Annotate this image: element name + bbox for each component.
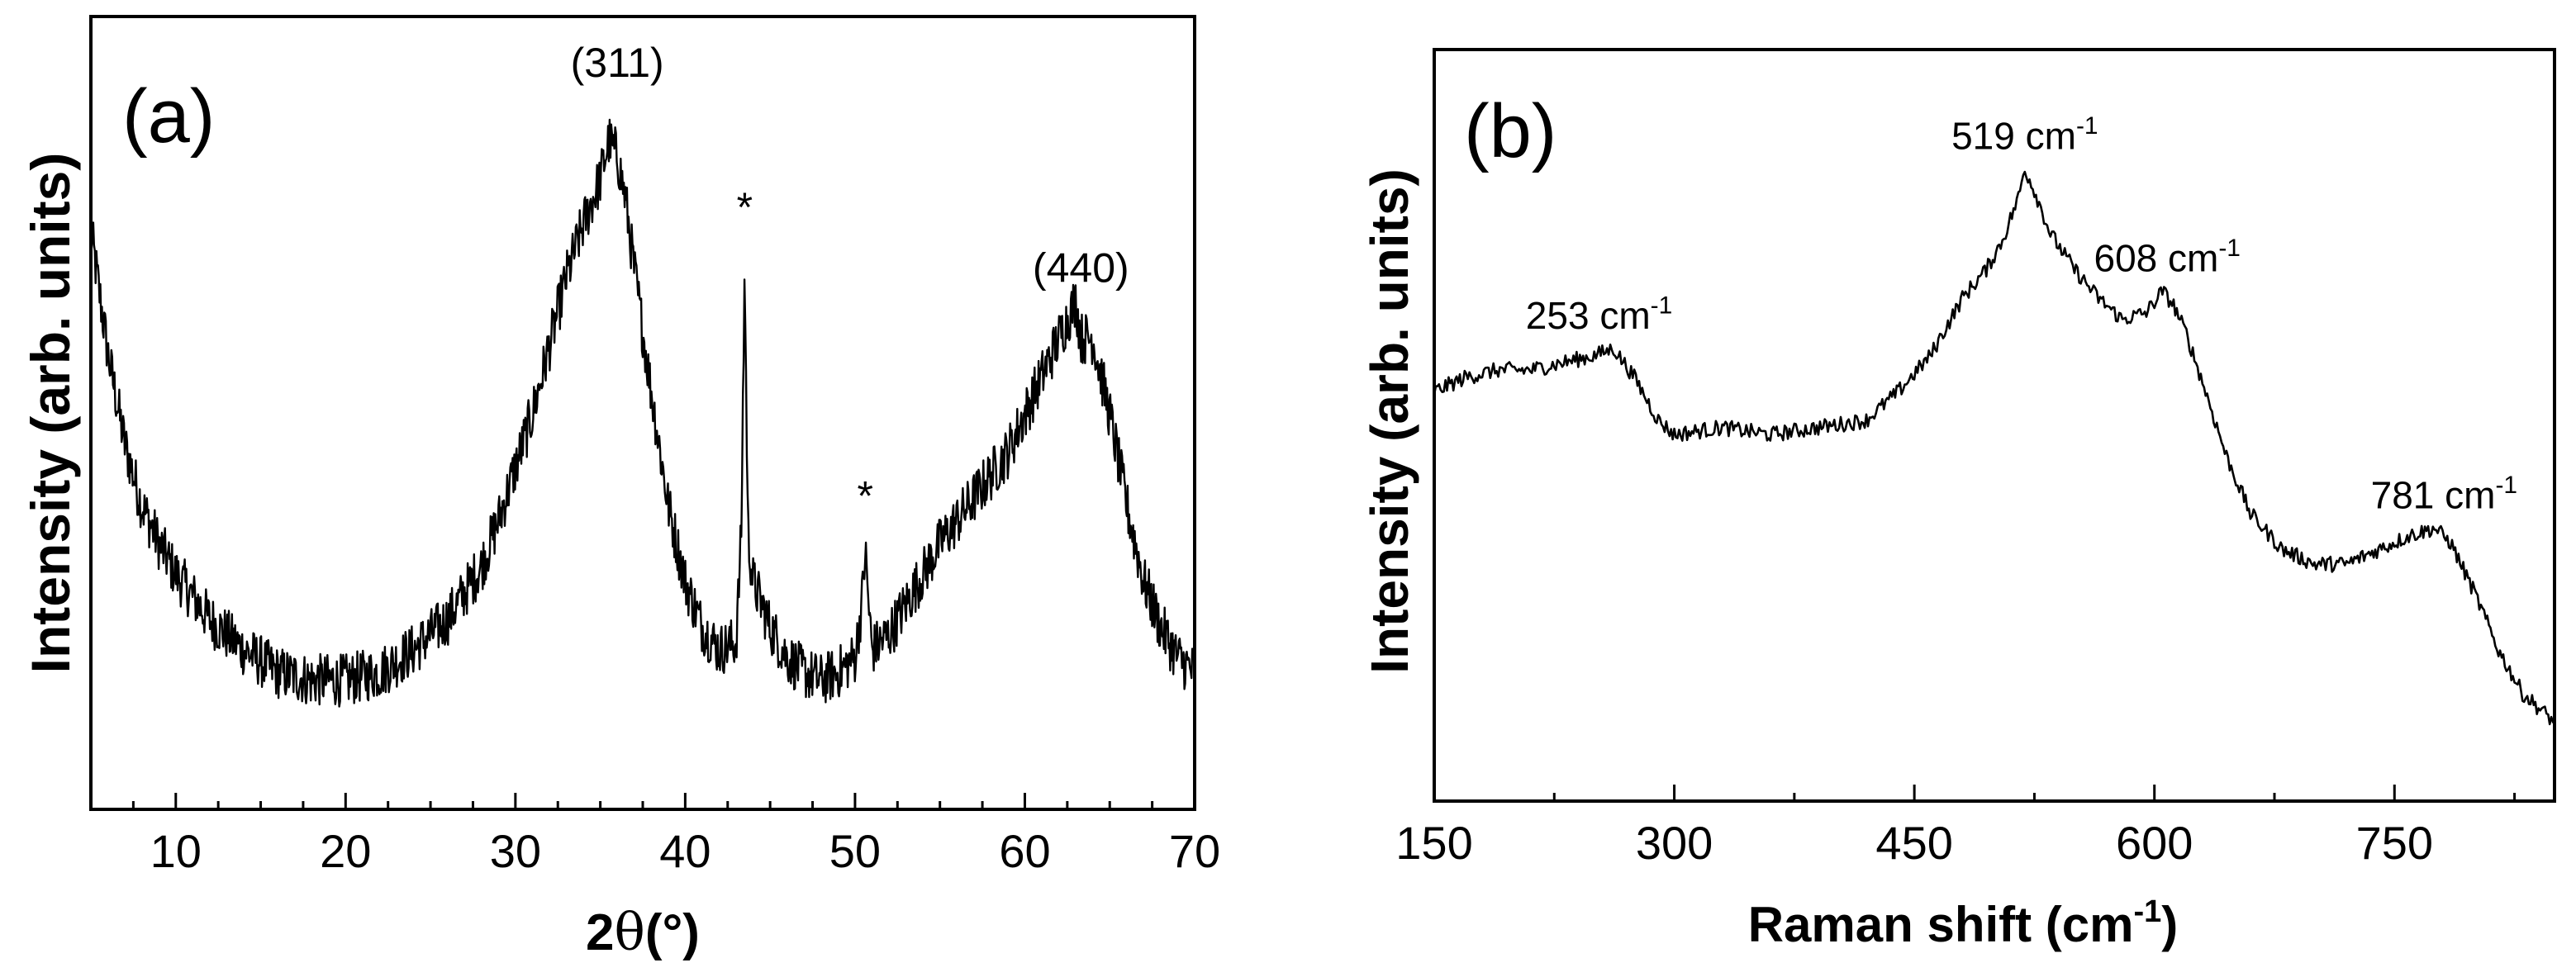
annotation-text: * [737,184,753,230]
panel-b-raman-series-line [1433,170,2556,726]
annotation-superscript: -1 [2495,472,2517,499]
annotation-label: 253 cm-1 [1526,292,1672,337]
annotation-text: 519 cm [1951,114,2076,157]
x-tick-label: 10 [150,825,202,877]
panel-a-y-axis-title: Intensity (arb. units) [20,153,81,674]
panel-a-label: (a) [122,74,215,159]
panel-b-x-axis-title-close: ) [2161,897,2178,952]
panel-b-y-axis-title: Intensity (arb. units) [1360,168,1419,674]
annotation-superscript: -1 [2218,235,2241,262]
panel-b-x-tick-labels: 150 300 450 600 750 [1395,817,2433,869]
x-tick-label: 70 [1169,825,1220,877]
panel-b-x-axis-title-sup: -1 [2133,894,2161,929]
annotation-label: * [858,473,873,519]
x-tick-label: 150 [1395,817,1472,869]
annotation-label: 608 cm-1 [2094,235,2240,279]
annotation-label: (440) [1033,245,1129,292]
annotation-text: 781 cm [2371,473,2496,516]
x-tick-label: 450 [1875,817,1952,869]
annotation-superscript: -1 [2076,112,2098,140]
panel-a-xrd: 10 20 30 40 50 60 70 (a) (311) * * (440) 2θ(°) In… [20,15,1221,962]
x-tick-label: 20 [320,825,371,877]
panel-a-x-tick-labels: 10 20 30 40 50 60 70 [150,825,1221,877]
panel-b-x-axis-title-main: Raman shift (cm [1748,897,2134,952]
panel-a-x-axis-title-main: 2 [586,904,614,961]
panel-a-x-ticks [89,793,1196,809]
annotation-label: (311) [571,40,664,86]
annotation-text: 253 cm [1526,294,1651,337]
annotation-text: (311) [571,40,664,86]
x-tick-label: 300 [1636,817,1713,869]
panel-a-xrd-series-line [89,118,1195,708]
x-tick-label: 30 [490,825,541,877]
annotation-superscript: -1 [1651,292,1673,320]
annotation-label: * [737,184,753,230]
panel-a-x-axis-title-unit: (°) [645,904,700,961]
panel-b-x-axis-title: Raman shift (cm-1) [1748,894,2179,952]
annotation-label: 781 cm-1 [2371,472,2517,516]
annotation-label: 519 cm-1 [1951,112,2098,157]
panel-b-plot-frame [1433,48,2556,803]
annotation-text: 608 cm [2094,236,2218,279]
annotation-text: (440) [1033,245,1129,292]
annotation-text: * [858,473,873,519]
x-tick-label: 750 [2356,817,2433,869]
x-tick-label: 60 [999,825,1050,877]
panel-a-x-axis-title: 2θ(°) [586,902,700,962]
panel-a-x-axis-title-theta: θ [615,902,645,962]
x-tick-label: 600 [2116,817,2193,869]
panel-b-label: (b) [1464,89,1557,173]
panel-b-x-ticks [1433,785,2517,801]
x-tick-label: 40 [659,825,711,877]
x-tick-label: 50 [829,825,881,877]
panel-a-annotations: (311) * * (440) [571,40,1129,519]
